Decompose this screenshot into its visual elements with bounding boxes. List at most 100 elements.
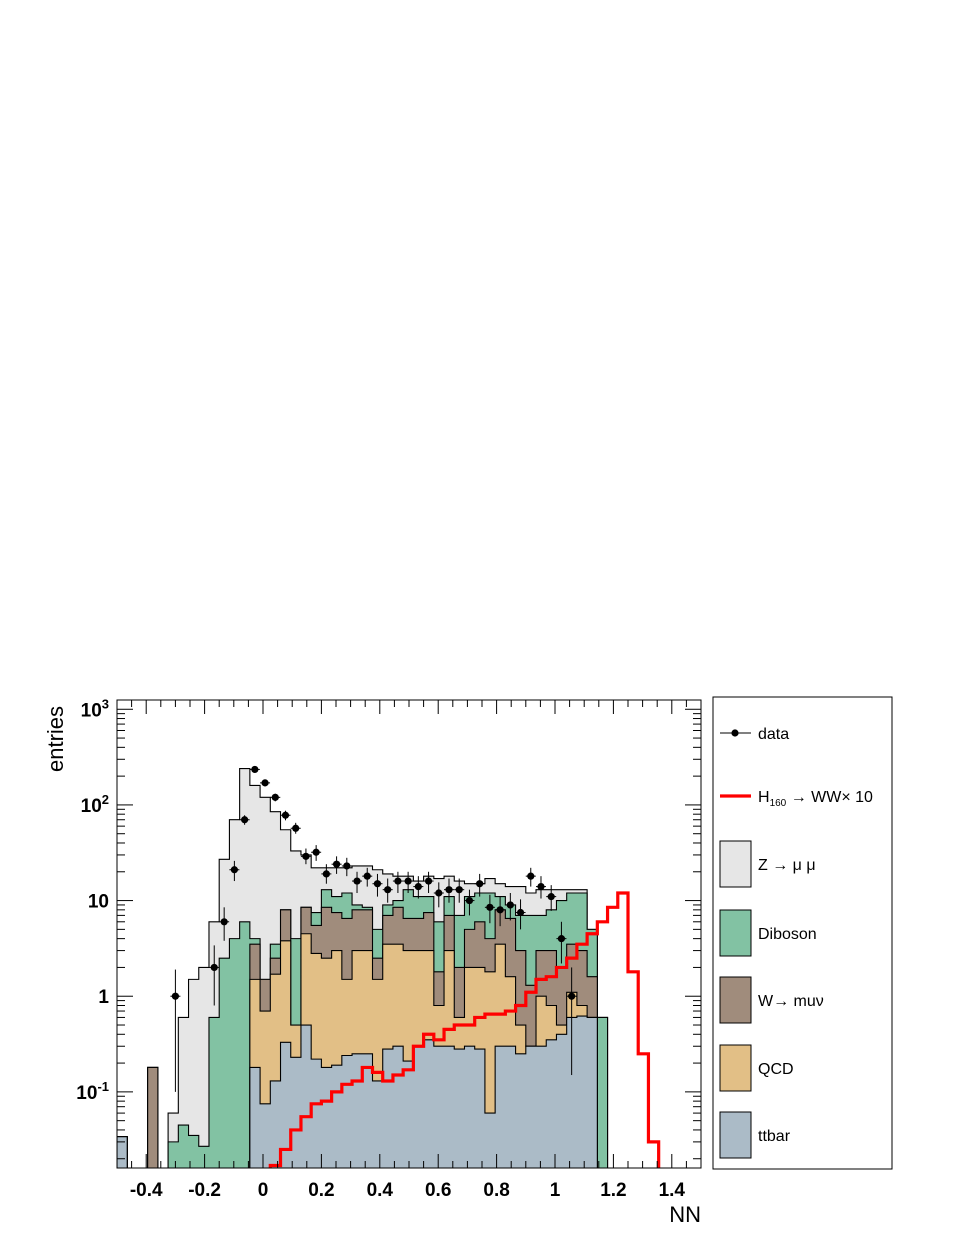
data-marker xyxy=(302,852,310,860)
legend-label: data xyxy=(758,726,789,743)
data-point xyxy=(300,848,311,865)
data-point xyxy=(331,856,342,874)
legend-label: H160 → WW× 10 xyxy=(758,789,873,809)
data-point xyxy=(403,871,414,893)
x-tick-label: 0.8 xyxy=(483,1180,509,1201)
data-marker xyxy=(465,896,474,905)
x-tick-label: -0.2 xyxy=(188,1180,221,1201)
legend-swatch xyxy=(719,1111,752,1159)
data-marker xyxy=(230,866,238,874)
data-marker xyxy=(271,793,279,801)
data-point xyxy=(444,878,455,903)
data-marker xyxy=(261,779,269,787)
data-point xyxy=(352,871,363,893)
data-marker xyxy=(516,908,525,917)
legend-swatch xyxy=(719,976,752,1024)
legend-item-zmumu: Z → μ μ xyxy=(719,840,816,888)
data-point xyxy=(474,873,485,897)
x-axis-title: NN xyxy=(669,1202,701,1227)
data-point xyxy=(362,867,373,887)
data-point xyxy=(260,779,271,787)
data-point xyxy=(219,907,230,941)
data-marker xyxy=(373,880,382,888)
data-marker xyxy=(424,877,433,885)
legend: data H160 → WW× 10 Z → μ μ Diboson W→ muν QCD… xyxy=(712,696,893,1170)
data-point xyxy=(556,921,567,964)
data-marker xyxy=(414,882,422,891)
data-point xyxy=(413,876,424,899)
x-tick-label: 0 xyxy=(258,1180,269,1201)
x-tick-label: -0.4 xyxy=(130,1180,163,1201)
data-marker xyxy=(241,816,249,824)
data-marker xyxy=(363,872,371,880)
data-point xyxy=(249,765,260,774)
legend-swatch xyxy=(719,909,752,957)
data-point xyxy=(372,873,383,897)
data-marker xyxy=(557,935,566,943)
legend-label: Z → μ μ xyxy=(758,857,816,874)
data-point xyxy=(464,889,475,916)
legend-swatch xyxy=(719,1044,752,1092)
data-point xyxy=(505,892,516,921)
y-tick-label: 102 xyxy=(81,792,109,817)
data-marker xyxy=(445,886,453,894)
stack-ttbar xyxy=(117,1015,598,1168)
data-marker xyxy=(537,882,545,891)
legend-item-wmunu: W→ muν xyxy=(719,976,824,1024)
legend-label: W→ muν xyxy=(758,993,824,1010)
data-point xyxy=(382,878,393,903)
legend-item-signal: H160 → WW× 10 xyxy=(720,789,873,809)
data-marker xyxy=(394,877,402,885)
data-point xyxy=(525,867,536,887)
signal-curve xyxy=(268,891,661,1168)
legend-label: QCD xyxy=(758,1061,794,1078)
data-marker xyxy=(455,886,463,894)
legend-item-data: data xyxy=(720,726,789,743)
y-tick-label: 103 xyxy=(81,696,109,721)
data-point xyxy=(546,885,557,911)
y-tick-label: 1 xyxy=(98,987,109,1008)
data-marker xyxy=(353,877,361,885)
y-tick-label: 10-1 xyxy=(76,1079,109,1104)
data-marker xyxy=(496,906,504,914)
data-point xyxy=(321,864,332,884)
data-point xyxy=(392,871,403,893)
data-marker xyxy=(547,893,555,901)
x-tick-label: 0.4 xyxy=(367,1180,394,1201)
legend-data-marker xyxy=(731,729,739,737)
data-marker xyxy=(322,870,330,878)
legend-label: ttbar xyxy=(758,1128,791,1145)
x-tick-label: 0.6 xyxy=(425,1180,451,1201)
data-marker xyxy=(343,862,351,870)
x-tick-label: 1 xyxy=(550,1180,561,1201)
data-marker xyxy=(527,872,535,880)
data-marker xyxy=(251,765,259,774)
x-tick-label: 0.2 xyxy=(308,1180,334,1201)
signal-line xyxy=(268,891,661,1168)
legend-swatch xyxy=(719,840,752,888)
data-point xyxy=(423,871,434,893)
data-marker xyxy=(384,886,392,894)
data-marker xyxy=(292,824,300,832)
x-tick-label: 1.2 xyxy=(600,1180,626,1201)
data-marker xyxy=(210,963,218,972)
data-marker xyxy=(404,877,412,885)
data-marker xyxy=(220,918,228,926)
data-point xyxy=(239,815,250,825)
data-marker xyxy=(506,901,514,909)
data-point xyxy=(270,793,281,802)
data-point xyxy=(280,810,291,821)
legend-item-diboson: Diboson xyxy=(719,909,817,957)
background-stack xyxy=(117,768,609,1168)
data-marker xyxy=(435,889,443,897)
y-axis-title: entries xyxy=(43,706,68,772)
data-point xyxy=(311,845,322,861)
data-point xyxy=(170,969,181,1092)
data-points xyxy=(170,765,577,1092)
data-point xyxy=(290,822,301,834)
data-point xyxy=(495,896,506,927)
y-tick-label: 10 xyxy=(88,892,109,913)
data-point xyxy=(433,882,444,908)
data-point xyxy=(341,857,352,877)
